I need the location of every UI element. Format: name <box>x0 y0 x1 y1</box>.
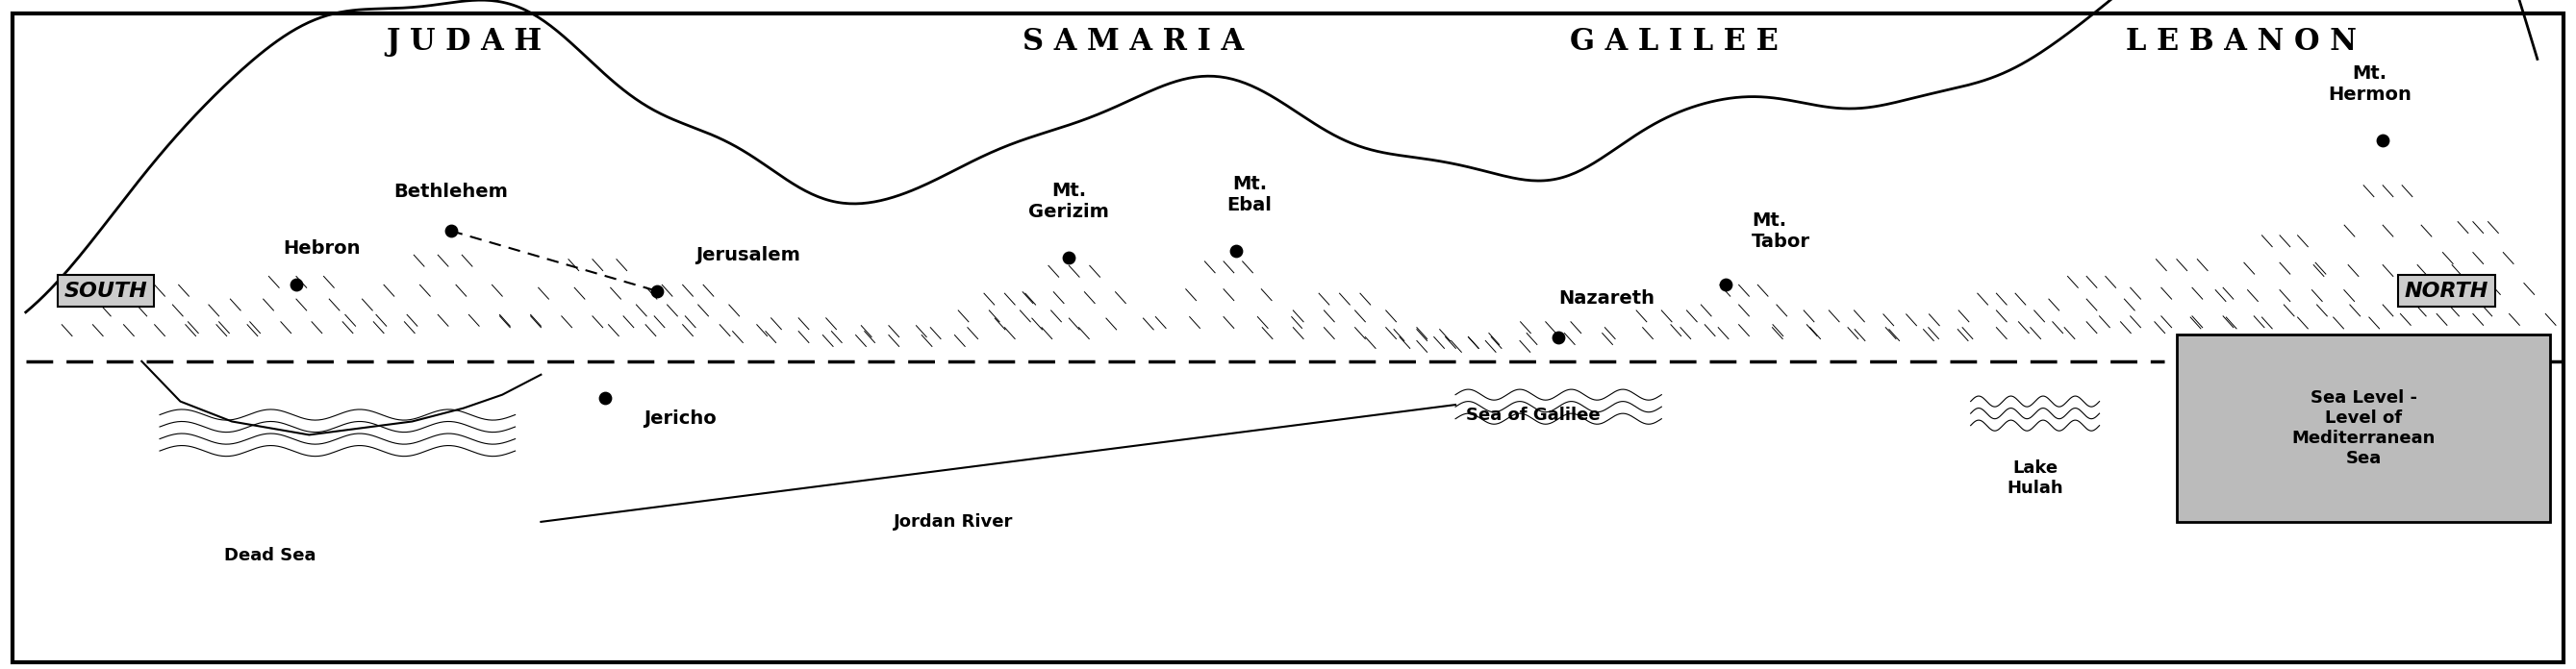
Point <box>2362 135 2403 146</box>
Text: S A M A R I A: S A M A R I A <box>1023 27 1244 57</box>
Text: Sea of Galilee: Sea of Galilee <box>1466 406 1600 423</box>
Polygon shape <box>142 361 541 435</box>
Point <box>1538 332 1579 343</box>
Text: Jerusalem: Jerusalem <box>696 246 801 264</box>
Text: SOUTH: SOUTH <box>64 282 147 300</box>
Text: NORTH: NORTH <box>2403 282 2488 300</box>
Text: G A L I L E E: G A L I L E E <box>1571 27 1777 57</box>
Text: Mt.
Ebal: Mt. Ebal <box>1226 175 1273 214</box>
FancyBboxPatch shape <box>2177 334 2550 522</box>
Text: L E B A N O N: L E B A N O N <box>2125 27 2357 57</box>
Text: Dead Sea: Dead Sea <box>224 547 317 564</box>
Text: J U D A H: J U D A H <box>386 27 541 57</box>
Point <box>276 279 317 290</box>
Point <box>636 286 677 296</box>
Text: Mt.
Hermon: Mt. Hermon <box>2329 64 2411 104</box>
Point <box>1705 279 1747 290</box>
Text: Jordan River: Jordan River <box>894 513 1012 531</box>
Point <box>430 225 471 236</box>
Text: Lake
Hulah: Lake Hulah <box>2007 460 2063 497</box>
Text: Jericho: Jericho <box>644 410 716 428</box>
Point <box>1048 252 1090 263</box>
Point <box>585 393 626 403</box>
Text: Mt.
Tabor: Mt. Tabor <box>1752 211 1811 251</box>
Text: Nazareth: Nazareth <box>1558 290 1654 308</box>
Text: Hebron: Hebron <box>283 240 361 258</box>
Text: Sea Level -
Level of
Mediterranean
Sea: Sea Level - Level of Mediterranean Sea <box>2293 389 2434 467</box>
Point <box>1216 246 1257 256</box>
Text: Bethlehem: Bethlehem <box>394 183 507 201</box>
Text: Mt.
Gerizim: Mt. Gerizim <box>1028 181 1110 221</box>
